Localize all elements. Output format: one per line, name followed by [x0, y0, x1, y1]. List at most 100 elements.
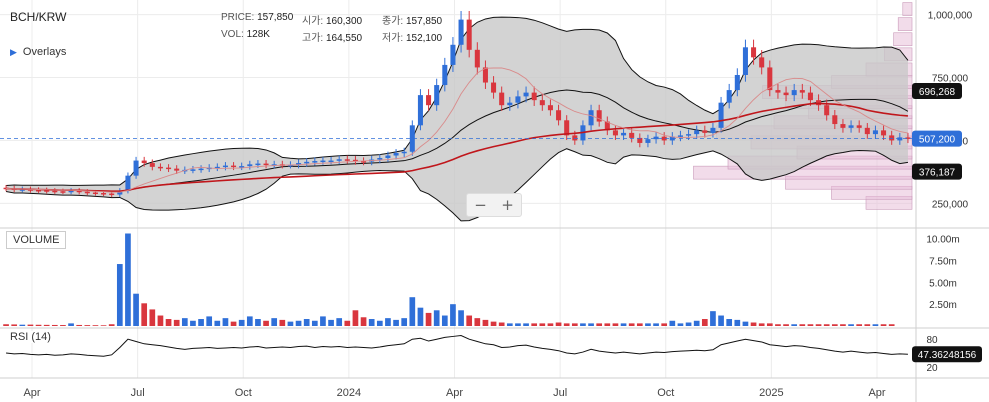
candle-body — [214, 166, 220, 169]
candle-body — [141, 160, 147, 164]
candle-body — [856, 125, 862, 128]
volume-bar — [783, 324, 789, 326]
volume-bar — [246, 316, 253, 326]
price-tag — [912, 83, 962, 100]
candle-body — [751, 47, 757, 58]
candle-body — [596, 110, 602, 122]
volume-bar — [165, 319, 172, 326]
volume-bar — [125, 233, 131, 326]
volume-bar — [3, 324, 9, 326]
volume-bar — [450, 304, 456, 326]
volume-bar — [255, 319, 261, 326]
symbol-title: BCH/KRW — [10, 10, 67, 24]
ma-short-line — [6, 67, 909, 193]
candle-body — [905, 137, 911, 139]
x-tick-label: 2024 — [337, 387, 361, 399]
low-readout: 저가: 152,100 — [382, 29, 442, 44]
y-tick-label: 250,000 — [932, 199, 969, 210]
volume-bar — [425, 312, 432, 326]
candle-body — [466, 19, 472, 50]
x-tick-label: Oct — [657, 387, 674, 399]
price-value: 157,850 — [257, 12, 294, 23]
x-tick-label: Jul — [553, 387, 567, 399]
candle-body — [401, 151, 407, 154]
volume-bar — [43, 324, 50, 326]
candle-body — [637, 137, 643, 143]
volume-bar — [433, 310, 440, 326]
volume-bar — [775, 324, 781, 326]
rsi-value-tag — [912, 346, 982, 363]
candle-body — [247, 164, 253, 167]
volume-bar — [653, 323, 659, 326]
volume-bar — [149, 309, 156, 326]
volume-bar — [263, 320, 269, 326]
price-label: PRICE: — [221, 12, 255, 23]
volume-bar — [645, 323, 651, 326]
volume-bar — [807, 324, 814, 326]
candle-body — [629, 132, 635, 138]
ma-long-line — [6, 102, 909, 193]
x-tick-label: Oct — [235, 387, 252, 399]
candle-body — [588, 110, 594, 126]
candle-body — [149, 163, 155, 167]
volume-bar — [190, 320, 196, 326]
volume-tick-label: 10.00m — [926, 235, 959, 246]
candle-body — [320, 160, 326, 163]
volume-bar — [880, 324, 887, 326]
candle-body — [531, 92, 537, 101]
vol-label: VOL: — [221, 29, 244, 40]
candle-body — [661, 136, 667, 141]
candle-body — [76, 190, 82, 193]
candle-body — [133, 160, 139, 176]
volume-bar — [27, 324, 34, 326]
volume-bar — [693, 320, 700, 326]
volume-bar — [677, 323, 684, 326]
rsi-polyline — [6, 335, 908, 357]
zoom-in-button[interactable]: + — [501, 196, 514, 214]
volume-bar — [523, 323, 529, 326]
candle-body — [507, 102, 513, 106]
candle-body — [677, 135, 683, 137]
candle-body — [564, 120, 570, 136]
candle-body — [653, 136, 659, 140]
candle-body — [734, 74, 740, 91]
volume-bar — [831, 324, 838, 326]
volume-bar — [620, 323, 627, 326]
volume-bar — [68, 323, 74, 326]
volume-bar — [198, 319, 204, 326]
volume-bar — [76, 324, 83, 326]
volume-bar — [214, 320, 221, 326]
volume-bar — [295, 320, 302, 326]
candle-body — [450, 44, 456, 65]
high-value: 164,550 — [325, 33, 363, 44]
volume-bar — [571, 323, 578, 326]
candle-body — [572, 135, 578, 141]
volume-bar — [222, 318, 229, 326]
volume-bar — [701, 319, 708, 326]
zoom-out-button[interactable]: − — [474, 196, 487, 214]
price-tag — [912, 163, 962, 180]
volume-bar — [669, 320, 676, 326]
volume-bar — [409, 297, 416, 326]
candle-body — [426, 95, 432, 106]
candle-body — [36, 190, 42, 192]
volume-bar — [230, 321, 237, 326]
candle-body — [166, 167, 172, 170]
volume-bar — [368, 319, 375, 326]
volume-bar — [856, 324, 863, 326]
candle-body — [198, 168, 204, 171]
candle-body — [621, 132, 627, 136]
volume-bar — [799, 324, 806, 326]
x-tick-label: 2025 — [759, 387, 783, 399]
volume-bar — [100, 325, 107, 326]
vol-value: 128K — [246, 29, 270, 40]
volume-bar — [474, 318, 481, 326]
volume-bar — [238, 319, 245, 326]
overlays-toggle[interactable]: ▶ Overlays — [10, 46, 66, 58]
price-readout: PRICE: 157,850 — [221, 12, 293, 23]
overlays-label: Overlays — [22, 46, 67, 58]
candle-body — [101, 193, 107, 195]
moving-averages — [0, 67, 912, 193]
candle-body — [840, 124, 846, 128]
